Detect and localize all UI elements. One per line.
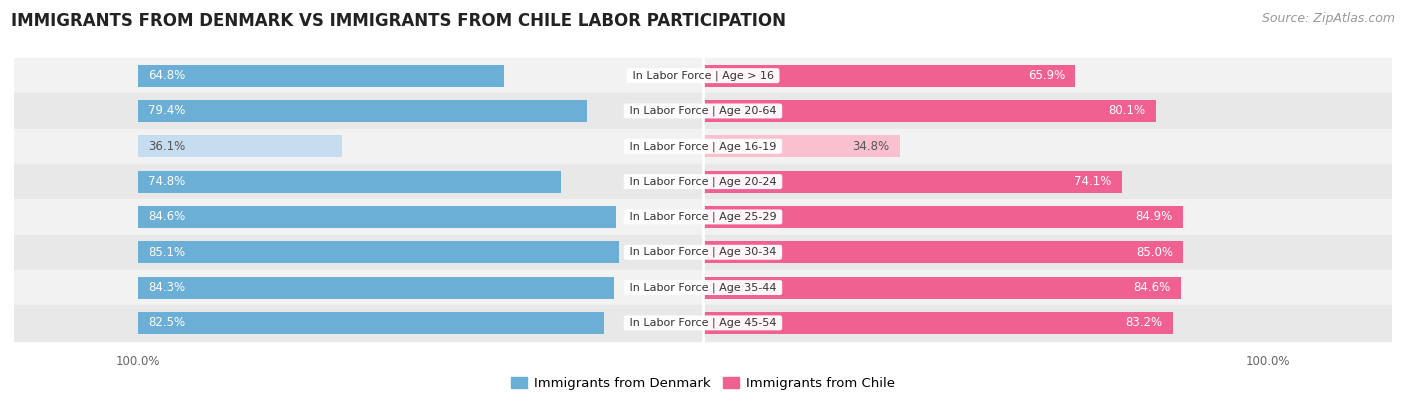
Bar bbox=[138, 135, 342, 157]
Text: 80.1%: 80.1% bbox=[1108, 104, 1144, 117]
Bar bbox=[703, 206, 1182, 228]
Text: 79.4%: 79.4% bbox=[149, 104, 186, 117]
Bar bbox=[703, 135, 900, 157]
Bar bbox=[14, 129, 1392, 164]
Text: In Labor Force | Age 45-54: In Labor Force | Age 45-54 bbox=[626, 318, 780, 328]
Text: 85.0%: 85.0% bbox=[1136, 246, 1173, 259]
Text: In Labor Force | Age 20-24: In Labor Force | Age 20-24 bbox=[626, 176, 780, 187]
Bar bbox=[703, 171, 1122, 192]
Bar bbox=[138, 241, 619, 263]
Bar bbox=[14, 235, 1392, 270]
Text: In Labor Force | Age 20-64: In Labor Force | Age 20-64 bbox=[626, 106, 780, 116]
Bar bbox=[14, 270, 1392, 305]
Bar bbox=[14, 93, 1392, 129]
Text: In Labor Force | Age 30-34: In Labor Force | Age 30-34 bbox=[626, 247, 780, 258]
Bar bbox=[138, 206, 616, 228]
Legend: Immigrants from Denmark, Immigrants from Chile: Immigrants from Denmark, Immigrants from… bbox=[506, 371, 900, 395]
Text: 74.1%: 74.1% bbox=[1074, 175, 1111, 188]
Text: 36.1%: 36.1% bbox=[149, 140, 186, 153]
Bar bbox=[703, 276, 1181, 299]
Text: 34.8%: 34.8% bbox=[852, 140, 889, 153]
Bar bbox=[703, 65, 1076, 87]
Text: 65.9%: 65.9% bbox=[1028, 69, 1064, 82]
Bar bbox=[703, 241, 1184, 263]
Text: In Labor Force | Age 25-29: In Labor Force | Age 25-29 bbox=[626, 212, 780, 222]
Bar bbox=[14, 58, 1392, 93]
Bar bbox=[703, 100, 1156, 122]
Text: 82.5%: 82.5% bbox=[149, 316, 186, 329]
Text: In Labor Force | Age 35-44: In Labor Force | Age 35-44 bbox=[626, 282, 780, 293]
Bar bbox=[138, 171, 561, 192]
Text: 74.8%: 74.8% bbox=[149, 175, 186, 188]
Text: 85.1%: 85.1% bbox=[149, 246, 186, 259]
Bar bbox=[138, 276, 614, 299]
Bar bbox=[138, 312, 605, 334]
Bar bbox=[14, 199, 1392, 235]
Text: 84.6%: 84.6% bbox=[149, 211, 186, 224]
Text: 83.2%: 83.2% bbox=[1126, 316, 1163, 329]
Bar bbox=[14, 305, 1392, 340]
Text: IMMIGRANTS FROM DENMARK VS IMMIGRANTS FROM CHILE LABOR PARTICIPATION: IMMIGRANTS FROM DENMARK VS IMMIGRANTS FR… bbox=[11, 12, 786, 30]
Bar bbox=[703, 312, 1173, 334]
Text: 84.3%: 84.3% bbox=[149, 281, 186, 294]
Text: 64.8%: 64.8% bbox=[149, 69, 186, 82]
Text: 84.9%: 84.9% bbox=[1135, 211, 1173, 224]
Text: Source: ZipAtlas.com: Source: ZipAtlas.com bbox=[1261, 12, 1395, 25]
Bar bbox=[138, 100, 586, 122]
Text: In Labor Force | Age 16-19: In Labor Force | Age 16-19 bbox=[626, 141, 780, 152]
Text: 84.6%: 84.6% bbox=[1133, 281, 1171, 294]
Bar bbox=[14, 164, 1392, 199]
Bar bbox=[138, 65, 505, 87]
Text: In Labor Force | Age > 16: In Labor Force | Age > 16 bbox=[628, 70, 778, 81]
